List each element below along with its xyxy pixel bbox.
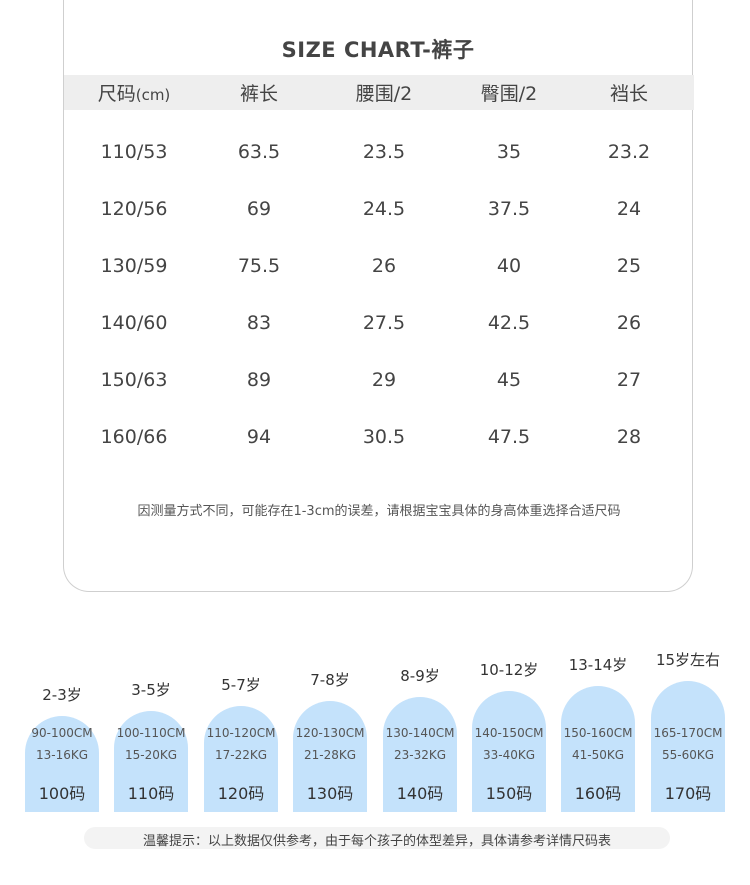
size-label: 140码 [396, 784, 444, 803]
measurement-note: 因测量方式不同，可能存在1-3cm的误差，请根据宝宝具体的身高体重选择合适尺码 [137, 504, 621, 519]
size-label: 100码 [38, 784, 86, 803]
table-cell: 29 [371, 369, 397, 391]
weight-range: 23-32KG [393, 748, 447, 762]
size-label: 110码 [127, 784, 175, 803]
age-label: 10-12岁 [479, 661, 539, 679]
header-rise: 裆长 [609, 83, 648, 105]
table-cell: 24.5 [362, 198, 406, 220]
header-size-unit: (cm) [135, 86, 171, 104]
table-cell: 28 [616, 426, 642, 448]
table-cell: 89 [246, 369, 272, 391]
size-label: 130码 [306, 784, 354, 803]
size-pill: 110-120CM 17-22KG 120码 [204, 706, 278, 812]
table-cell: 27.5 [362, 312, 406, 334]
table-cell: 75.5 [237, 255, 281, 277]
table-cell: 45 [496, 369, 522, 391]
weight-range: 17-22KG [214, 748, 268, 762]
table-header: 尺码(cm) 裤长 腰围/2 臀围/2 裆长 [64, 75, 694, 110]
table-row: 140/60 83 27.5 42.5 26 [64, 308, 694, 338]
size-pill: 150-160CM 41-50KG 160码 [561, 686, 635, 812]
weight-range: 55-60KG [661, 748, 715, 762]
height-range: 130-140CM [385, 726, 455, 740]
age-label: 8-9岁 [400, 667, 440, 685]
chart-title: SIZE CHART-裤子 [281, 38, 475, 62]
header-size-label: 尺码 [97, 83, 136, 105]
table-cell: 35 [496, 141, 522, 163]
size-label: 150码 [485, 784, 533, 803]
size-guide-item: 5-7岁 110-120CM 17-22KG 120码 [204, 674, 278, 812]
table-cell: 140/60 [100, 312, 168, 334]
size-guide-item: 8-9岁 130-140CM 23-32KG 140码 [383, 665, 457, 812]
age-label: 7-8岁 [310, 671, 350, 689]
weight-range: 33-40KG [482, 748, 536, 762]
age-label: 5-7岁 [221, 676, 261, 694]
table-row: 110/53 63.5 23.5 35 23.2 [64, 137, 694, 167]
table-cell: 26 [371, 255, 397, 277]
size-pill: 100-110CM 15-20KG 110码 [114, 711, 188, 812]
weight-range: 15-20KG [124, 748, 178, 762]
table-cell: 110/53 [100, 141, 168, 163]
table-cell: 40 [496, 255, 522, 277]
table-cell: 30.5 [362, 426, 406, 448]
age-label: 13-14岁 [568, 656, 628, 674]
size-pill: 90-100CM 13-16KG 100码 [25, 716, 99, 812]
height-range: 120-130CM [295, 726, 365, 740]
header-waist: 腰围/2 [355, 83, 413, 105]
table-cell: 94 [246, 426, 272, 448]
size-guide-item: 10-12岁 140-150CM 33-40KG 150码 [472, 659, 546, 812]
size-guide-item: 15岁左右 165-170CM 55-60KG 170码 [651, 649, 725, 812]
table-cell: 130/59 [100, 255, 168, 277]
size-label: 120码 [217, 784, 265, 803]
tip-bar: 温馨提示：以上数据仅供参考，由于每个孩子的体型差异，具体请参考详情尺码表 [84, 827, 670, 849]
height-range: 150-160CM [563, 726, 633, 740]
table-row: 150/63 89 29 45 27 [64, 365, 694, 395]
table-cell: 63.5 [237, 141, 281, 163]
height-range: 140-150CM [474, 726, 544, 740]
tip-text: 温馨提示：以上数据仅供参考，由于每个孩子的体型差异，具体请参考详情尺码表 [142, 834, 611, 849]
table-cell: 69 [246, 198, 272, 220]
table-cell: 27 [616, 369, 642, 391]
table-cell: 26 [616, 312, 642, 334]
size-pill: 165-170CM 55-60KG 170码 [651, 681, 725, 812]
age-label: 3-5岁 [131, 681, 171, 699]
table-row: 120/56 69 24.5 37.5 24 [64, 194, 694, 224]
size-guide-item: 2-3岁 90-100CM 13-16KG 100码 [25, 684, 99, 812]
table-cell: 150/63 [100, 369, 168, 391]
header-length: 裤长 [239, 83, 278, 105]
weight-range: 13-16KG [35, 748, 89, 762]
table-cell: 42.5 [487, 312, 531, 334]
weight-range: 41-50KG [571, 748, 625, 762]
size-guide-item: 7-8岁 120-130CM 21-28KG 130码 [293, 669, 367, 812]
age-label: 15岁左右 [655, 651, 721, 669]
size-label: 160码 [574, 784, 622, 803]
size-guide-item: 13-14岁 150-160CM 41-50KG 160码 [561, 654, 635, 812]
height-range: 110-120CM [206, 726, 276, 740]
header-size: 尺码(cm) [64, 79, 204, 106]
table-cell: 160/66 [100, 426, 168, 448]
table-cell: 120/56 [100, 198, 168, 220]
table-cell: 23.2 [607, 141, 651, 163]
height-range: 90-100CM [31, 726, 93, 740]
table-cell: 25 [616, 255, 642, 277]
table-row: 160/66 94 30.5 47.5 28 [64, 422, 694, 452]
weight-range: 21-28KG [303, 748, 357, 762]
height-range: 165-170CM [653, 726, 723, 740]
table-cell: 23.5 [362, 141, 406, 163]
size-pill: 140-150CM 33-40KG 150码 [472, 691, 546, 812]
size-pill: 130-140CM 23-32KG 140码 [383, 697, 457, 812]
table-row: 130/59 75.5 26 40 25 [64, 251, 694, 281]
height-range: 100-110CM [116, 726, 186, 740]
age-label: 2-3岁 [42, 686, 82, 704]
size-guide-item: 3-5岁 100-110CM 15-20KG 110码 [114, 679, 188, 812]
table-cell: 47.5 [487, 426, 531, 448]
header-hip: 臀围/2 [480, 83, 538, 105]
size-pill: 120-130CM 21-28KG 130码 [293, 701, 367, 812]
table-cell: 24 [616, 198, 642, 220]
table-cell: 37.5 [487, 198, 531, 220]
size-label: 170码 [664, 784, 712, 803]
table-cell: 83 [246, 312, 272, 334]
